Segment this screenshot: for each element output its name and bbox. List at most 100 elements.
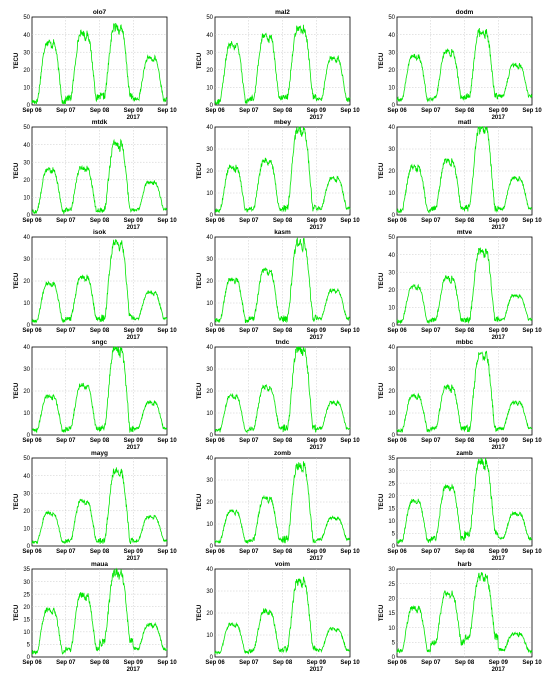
y-tick-label: 0 — [392, 213, 396, 219]
panel-dodm: 0 10 20 30 40 50 Sep 06 Sep 07 Sep 08 Sep 09 Sep 1… — [379, 9, 542, 121]
y-tick-label: 10 — [388, 411, 395, 417]
x-tick-label: Sep 06 — [205, 438, 225, 444]
y-tick-label: 30 — [206, 367, 213, 373]
panel-olo7: 0 10 20 30 40 50 Sep 06 Sep 07 Sep 08 Sep 09 Sep 1… — [14, 9, 177, 121]
x-tick-label: Sep 08 — [455, 218, 475, 224]
y-tick-label: 20 — [206, 500, 213, 506]
x-axis-year-label: 2017 — [310, 115, 324, 121]
y-axis-label: TECU — [379, 494, 385, 510]
y-tick-label: 10 — [206, 301, 213, 307]
y-axis-label: TECU — [379, 605, 385, 621]
x-axis-year-label: 2017 — [127, 225, 141, 231]
panel-mbey: 0 10 20 30 40 Sep 06 Sep 07 Sep 08 Sep 09 Sep 10 m… — [197, 119, 360, 231]
x-tick-label: Sep 07 — [239, 218, 259, 224]
y-tick-label: 10 — [23, 86, 30, 92]
y-tick-label: 40 — [206, 567, 213, 573]
y-tick-label: 0 — [392, 433, 396, 439]
x-axis-year-label: 2017 — [310, 667, 324, 673]
x-tick-label: Sep 09 — [489, 660, 509, 666]
y-tick-label: 30 — [206, 50, 213, 56]
x-tick-label: Sep 10 — [522, 660, 542, 666]
chart-title: tndc — [276, 339, 290, 346]
panel-zomb: 0 10 20 30 40 Sep 06 Sep 07 Sep 08 Sep 09 Sep 10 z… — [197, 450, 360, 562]
y-tick-label: 0 — [27, 213, 31, 219]
y-tick-label: 35 — [23, 567, 30, 573]
panel-mal2: 0 10 20 30 40 50 Sep 06 Sep 07 Sep 08 Sep 09 Sep 1… — [197, 9, 360, 121]
x-tick-label: Sep 09 — [489, 549, 509, 555]
y-tick-label: 20 — [23, 279, 30, 285]
y-axis-label: TECU — [14, 273, 20, 289]
x-tick-label: Sep 06 — [387, 328, 407, 334]
x-tick-label: Sep 06 — [387, 108, 407, 114]
y-tick-label: 0 — [210, 544, 214, 550]
y-tick-label: 20 — [206, 279, 213, 285]
y-tick-label: 0 — [27, 103, 31, 109]
x-axis-year-label: 2017 — [127, 667, 141, 673]
tec-series-line — [214, 461, 351, 545]
x-tick-label: Sep 10 — [340, 660, 360, 666]
chart-title: dodm — [456, 9, 474, 16]
y-tick-label: 30 — [388, 367, 395, 373]
y-axis-label: TECU — [197, 273, 203, 289]
x-tick-label: Sep 10 — [340, 218, 360, 224]
y-tick-label: 40 — [388, 253, 395, 259]
tec-series-line — [214, 237, 351, 324]
y-tick-label: 50 — [206, 15, 213, 21]
x-tick-label: Sep 08 — [273, 328, 293, 334]
y-tick-label: 50 — [23, 15, 30, 21]
x-tick-label: Sep 06 — [205, 660, 225, 666]
x-tick-label: Sep 10 — [522, 108, 542, 114]
x-tick-label: Sep 08 — [90, 108, 110, 114]
x-tick-label: Sep 10 — [522, 438, 542, 444]
tec-series-line — [31, 22, 168, 105]
y-tick-label: 0 — [210, 103, 214, 109]
x-tick-label: Sep 08 — [455, 660, 475, 666]
x-axis-year-label: 2017 — [492, 335, 506, 341]
tec-series-line — [396, 350, 533, 433]
x-tick-label: Sep 10 — [157, 218, 177, 224]
panel-mbbc: 0 10 20 30 40 Sep 06 Sep 07 Sep 08 Sep 09 Sep 10 m… — [379, 339, 542, 451]
panel-maua: 0 5 10 15 20 25 30 35 Sep 06 Sep 07 Sep 08 Sep 09 Se… — [14, 561, 177, 673]
y-axis-label: TECU — [14, 53, 20, 69]
x-axis-year-label: 2017 — [127, 445, 141, 451]
x-tick-label: Sep 06 — [22, 438, 42, 444]
y-tick-label: 40 — [23, 474, 30, 480]
y-tick-label: 10 — [23, 196, 30, 202]
x-tick-label: Sep 07 — [421, 438, 441, 444]
y-tick-label: 0 — [392, 655, 396, 661]
y-tick-label: 0 — [27, 433, 31, 439]
x-tick-label: Sep 08 — [273, 108, 293, 114]
y-tick-label: 0 — [392, 323, 396, 329]
y-tick-label: 20 — [206, 389, 213, 395]
y-tick-label: 20 — [23, 389, 30, 395]
x-tick-label: Sep 08 — [273, 549, 293, 555]
x-tick-label: Sep 09 — [489, 218, 509, 224]
y-tick-label: 20 — [388, 169, 395, 175]
y-tick-label: 20 — [206, 611, 213, 617]
x-tick-label: Sep 09 — [489, 108, 509, 114]
chart-title: mtve — [457, 229, 473, 236]
x-tick-label: Sep 08 — [455, 328, 475, 334]
chart-title: maua — [91, 561, 108, 568]
x-tick-label: Sep 07 — [56, 660, 76, 666]
y-tick-label: 10 — [23, 301, 30, 307]
y-tick-label: 30 — [23, 580, 30, 586]
y-tick-label: 5 — [27, 643, 31, 649]
panel-kasm: 0 10 20 30 40 Sep 06 Sep 07 Sep 08 Sep 09 Sep 10 k… — [197, 229, 360, 341]
x-tick-label: Sep 09 — [124, 108, 144, 114]
x-tick-label: Sep 06 — [22, 549, 42, 555]
y-tick-label: 20 — [206, 169, 213, 175]
tec-series-line — [31, 138, 168, 215]
x-tick-label: Sep 09 — [124, 218, 144, 224]
tec-series-line — [214, 24, 351, 106]
x-tick-label: Sep 06 — [22, 108, 42, 114]
y-axis-label: TECU — [379, 273, 385, 289]
y-axis-label: TECU — [197, 383, 203, 399]
x-tick-label: Sep 06 — [387, 218, 407, 224]
tec-series-line — [214, 576, 351, 656]
x-tick-label: Sep 08 — [455, 108, 475, 114]
tec-series-line — [31, 467, 168, 545]
x-tick-label: Sep 09 — [489, 438, 509, 444]
y-tick-label: 30 — [206, 589, 213, 595]
tec-series-line — [396, 247, 533, 325]
